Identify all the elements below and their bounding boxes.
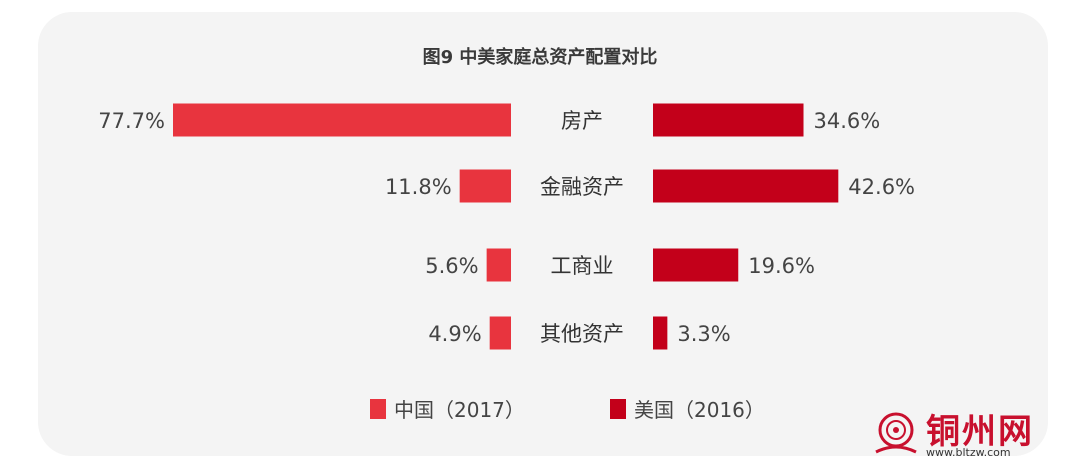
label-china-1: 11.8% bbox=[385, 175, 452, 199]
legend-label-0: 中国（2017） bbox=[394, 398, 525, 422]
bar-china-3 bbox=[489, 316, 511, 350]
label-us-2: 19.6% bbox=[748, 254, 815, 278]
bar-china-2 bbox=[486, 248, 511, 282]
label-us-0: 34.6% bbox=[814, 109, 881, 133]
bars-group: 77.7% 34.6% 房产 11.8% 42.6% 金融资产 5.6% 19.6% 工商业 4.… bbox=[98, 103, 915, 350]
bar-us-3 bbox=[653, 316, 668, 350]
bar-us-0 bbox=[653, 103, 804, 137]
legend-swatch-1 bbox=[610, 399, 626, 419]
site-watermark: 铜州网 www.bltzw.com bbox=[866, 402, 1066, 464]
bar-china-0 bbox=[173, 103, 511, 137]
chart-title: 图9 中美家庭总资产配置对比 bbox=[423, 46, 658, 68]
label-us-1: 42.6% bbox=[848, 175, 915, 199]
watermark-logo-icon bbox=[875, 412, 917, 454]
category-label-2: 工商业 bbox=[551, 254, 614, 278]
category-label-0: 房产 bbox=[561, 109, 603, 133]
label-china-0: 77.7% bbox=[98, 109, 165, 133]
label-china-2: 5.6% bbox=[425, 254, 478, 278]
bar-us-1 bbox=[653, 169, 839, 203]
category-label-1: 金融资产 bbox=[540, 175, 624, 199]
bar-us-2 bbox=[653, 248, 739, 282]
bar-china-1 bbox=[459, 169, 511, 203]
watermark-url: www.bltzw.com bbox=[926, 446, 1011, 459]
legend-label-1: 美国（2016） bbox=[634, 398, 765, 422]
legend: 中国（2017） 美国（2016） bbox=[370, 398, 765, 422]
chart-card bbox=[38, 12, 1048, 456]
label-china-3: 4.9% bbox=[428, 322, 481, 346]
legend-swatch-0 bbox=[370, 399, 386, 419]
label-us-3: 3.3% bbox=[677, 322, 730, 346]
category-label-3: 其他资产 bbox=[540, 322, 624, 346]
watermark-text: 铜州网 bbox=[926, 412, 1034, 452]
